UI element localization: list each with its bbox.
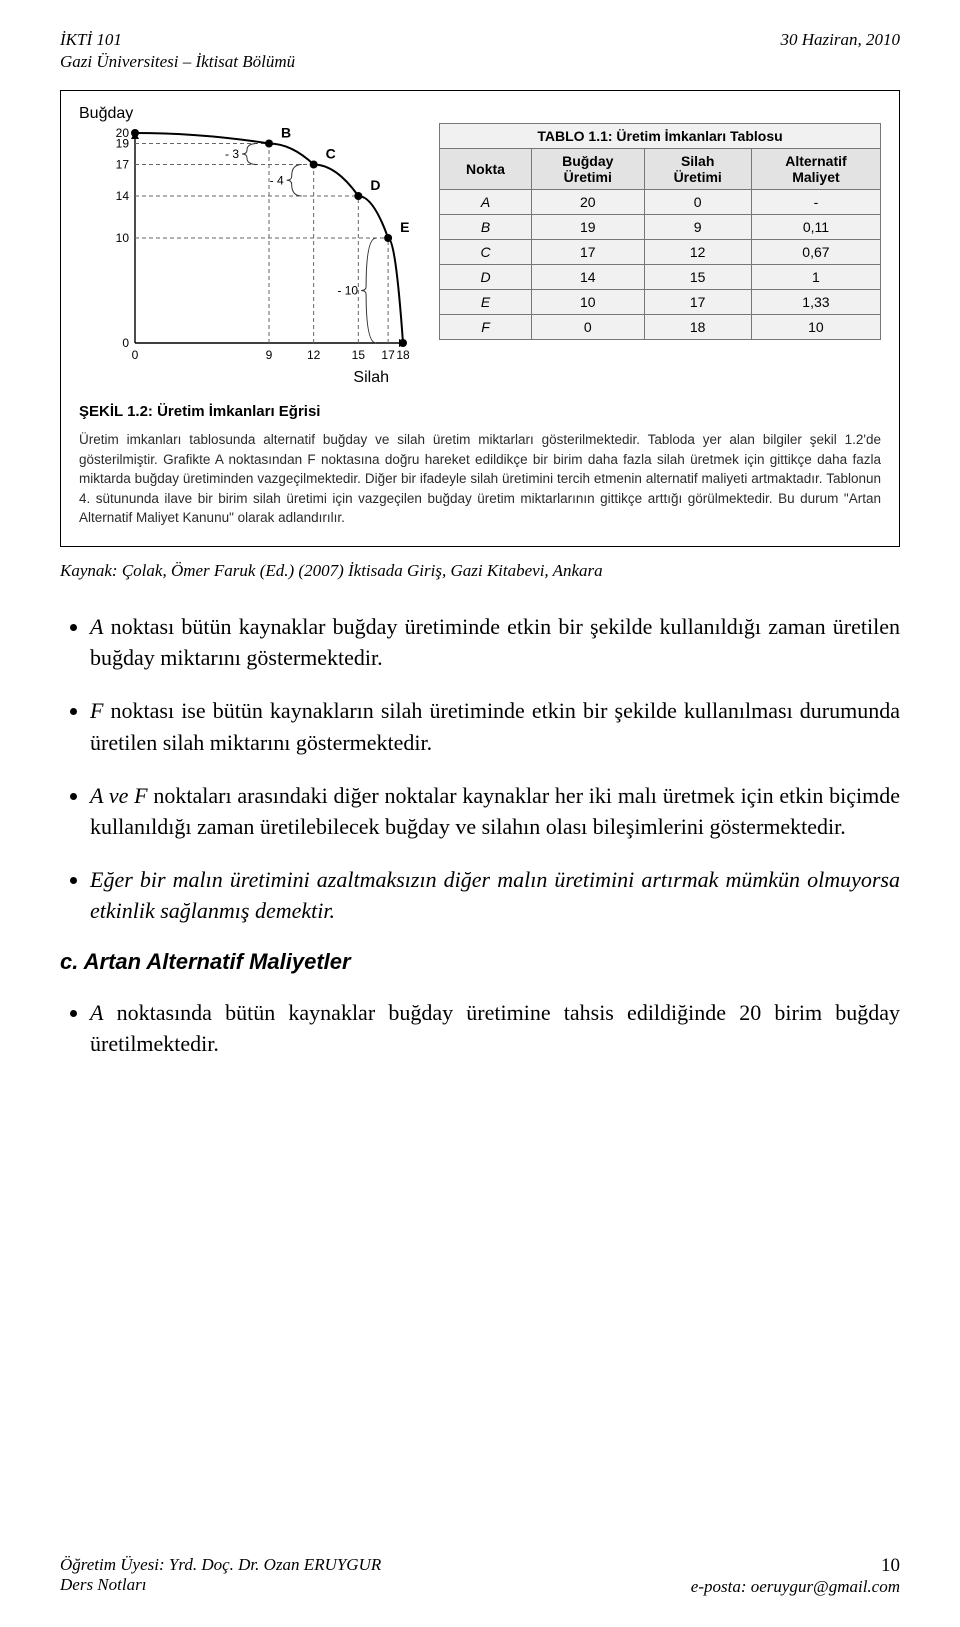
svg-text:- 4: - 4 [270, 173, 284, 187]
footer-instructor: Öğretim Üyesi: Yrd. Doç. Dr. Ozan ERUYGU… [60, 1555, 381, 1575]
table-header: Nokta [440, 149, 532, 190]
svg-text:D: D [370, 177, 380, 193]
table-cell: 9 [644, 215, 751, 240]
section-heading: c. Artan Alternatif Maliyetler [60, 949, 900, 975]
svg-text:B: B [281, 127, 291, 141]
svg-text:17: 17 [116, 158, 130, 172]
table-cell: 0 [532, 315, 644, 340]
svg-text:17: 17 [381, 348, 395, 362]
table-cell: 1 [751, 265, 880, 290]
ppf-table-wrap: TABLO 1.1: Üretim İmkanları TablosuNokta… [439, 123, 881, 340]
table-cell: 10 [751, 315, 880, 340]
table-cell: 10 [532, 290, 644, 315]
svg-text:A: A [121, 127, 131, 128]
chart-ylabel: Buğday [79, 105, 133, 123]
page-number: 10 [691, 1555, 900, 1577]
ppf-svg: 010141719200912151718ABCDEF- 3- 4- 10 [99, 127, 409, 367]
table-header: SilahÜretimi [644, 149, 751, 190]
svg-text:0: 0 [122, 336, 129, 350]
list-item: A ve F noktaları arasındaki diğer noktal… [90, 780, 900, 842]
svg-text:- 3: - 3 [225, 147, 239, 161]
table-cell: - [751, 190, 880, 215]
list-item: F noktası ise bütün kaynakların silah ür… [90, 695, 900, 757]
footer-notes: Ders Notları [60, 1575, 381, 1595]
table-cell: 17 [644, 290, 751, 315]
table-cell: 0,67 [751, 240, 880, 265]
table-cell: B [440, 215, 532, 240]
table-cell: F [440, 315, 532, 340]
doc-date: 30 Haziran, 2010 [781, 30, 900, 50]
table-cell: 0 [644, 190, 751, 215]
table-cell: D [440, 265, 532, 290]
table-cell: 17 [532, 240, 644, 265]
ppf-table: TABLO 1.1: Üretim İmkanları TablosuNokta… [439, 123, 881, 340]
body-bullets-2: A noktasında bütün kaynaklar buğday üret… [60, 997, 900, 1059]
svg-text:0: 0 [132, 348, 139, 362]
table-cell: 0,11 [751, 215, 880, 240]
table-cell: 19 [532, 215, 644, 240]
table-cell: E [440, 290, 532, 315]
figure-panel: Buğday 010141719200912151718ABCDEF- 3- 4… [60, 90, 900, 547]
course-code: İKTİ 101 [60, 30, 122, 50]
table-cell: A [440, 190, 532, 215]
svg-text:14: 14 [116, 189, 130, 203]
svg-text:12: 12 [307, 348, 321, 362]
body-bullets: A noktası bütün kaynaklar buğday üretimi… [60, 611, 900, 927]
list-item: A noktası bütün kaynaklar buğday üretimi… [90, 611, 900, 673]
svg-text:E: E [400, 219, 409, 235]
table-header: BuğdayÜretimi [532, 149, 644, 190]
svg-text:- 10: - 10 [337, 284, 358, 298]
figure-caption: ŞEKİL 1.2: Üretim İmkanları Eğrisi [79, 403, 881, 420]
svg-text:C: C [326, 146, 336, 162]
page-footer: Öğretim Üyesi: Yrd. Doç. Dr. Ozan ERUYGU… [60, 1555, 900, 1597]
figure-source: Kaynak: Çolak, Ömer Faruk (Ed.) (2007) İ… [60, 561, 900, 581]
table-cell: 18 [644, 315, 751, 340]
list-item: Eğer bir malın üretimini azaltmaksızın d… [90, 864, 900, 926]
table-cell: 14 [532, 265, 644, 290]
ppf-chart: Buğday 010141719200912151718ABCDEF- 3- 4… [79, 105, 419, 385]
footer-email: e-posta: oeruygur@gmail.com [691, 1577, 900, 1597]
chart-xlabel: Silah [353, 369, 389, 387]
table-cell: 15 [644, 265, 751, 290]
table-title: TABLO 1.1: Üretim İmkanları Tablosu [440, 124, 881, 149]
table-cell: 1,33 [751, 290, 880, 315]
table-cell: 20 [532, 190, 644, 215]
list-item: A noktasında bütün kaynaklar buğday üret… [90, 997, 900, 1059]
figure-description: Üretim imkanları tablosunda alternatif b… [79, 430, 881, 528]
svg-text:15: 15 [352, 348, 366, 362]
svg-text:9: 9 [266, 348, 273, 362]
svg-text:10: 10 [116, 231, 130, 245]
table-cell: 12 [644, 240, 751, 265]
svg-text:18: 18 [396, 348, 409, 362]
university-dept: Gazi Üniversitesi – İktisat Bölümü [60, 52, 900, 72]
table-header: AlternatifMaliyet [751, 149, 880, 190]
table-cell: C [440, 240, 532, 265]
svg-text:20: 20 [116, 127, 130, 140]
